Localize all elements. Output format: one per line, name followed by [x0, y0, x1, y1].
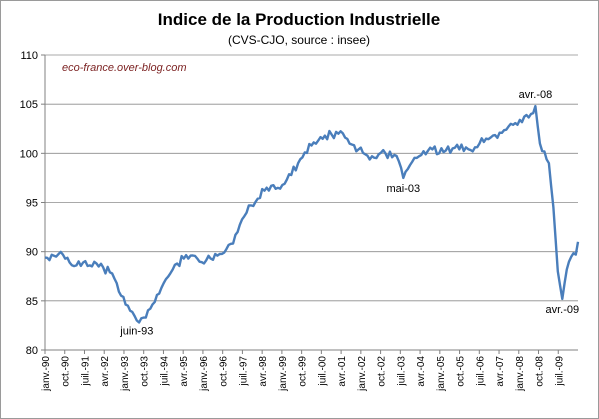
y-axis-ticks: 80 85 90 95 100 105 110: [20, 50, 45, 357]
x-tick-label-11: avr.-98: [258, 356, 269, 387]
x-tick-label-9: oct.-96: [219, 356, 230, 387]
annotation-1: mai-03: [387, 183, 421, 195]
x-tick-label-7: avr.-95: [179, 356, 190, 387]
x-tick-label-16: janv.-02: [357, 356, 368, 392]
x-tick-label-0: janv.-90: [41, 356, 52, 392]
x-tick-label-18: juil.-03: [396, 356, 407, 387]
x-tick-label-17: oct.-02: [377, 356, 388, 387]
x-tick-label-22: juil.-06: [475, 356, 486, 387]
series-line-ipi: [44, 104, 580, 324]
y-tick-label-85: 85: [26, 296, 38, 308]
x-tick-label-24: janv.-08: [515, 356, 526, 392]
x-tick-label-19: avr.-04: [416, 356, 427, 387]
series-layer: [44, 104, 580, 324]
y-tick-label-80: 80: [26, 345, 38, 357]
x-tick-label-8: janv.-96: [199, 356, 210, 392]
chart-title: Indice de la Production Industrielle: [158, 10, 440, 29]
x-tick-label-4: janv.-93: [120, 356, 131, 392]
x-tick-label-1: oct.-90: [61, 356, 72, 387]
y-tick-label-100: 100: [20, 148, 38, 160]
x-tick-label-10: juil.-97: [238, 356, 249, 387]
x-tick-label-13: oct.-99: [298, 356, 309, 387]
annotation-0: juin-93: [119, 326, 153, 338]
y-tick-label-90: 90: [26, 247, 38, 259]
y-tick-label-105: 105: [20, 99, 38, 111]
x-tick-label-26: juil.-09: [554, 356, 565, 387]
x-tick-label-20: janv.-05: [436, 356, 447, 392]
annotation-3: avr.-09: [546, 304, 580, 316]
x-tick-label-23: avr.-07: [495, 356, 506, 387]
watermark-text: eco-france.over-blog.com: [62, 62, 187, 74]
x-tick-label-6: juil.-94: [159, 356, 170, 387]
annotation-2: avr.-08: [519, 89, 553, 101]
x-tick-label-15: avr.-01: [337, 356, 348, 387]
y-tick-label-95: 95: [26, 198, 38, 210]
grid-layer: [44, 54, 578, 351]
x-tick-label-5: oct.-93: [140, 356, 151, 387]
x-axis-ticks: janv.-90 oct.-90 juil.-91 avr.-92 janv.-93 oc…: [41, 350, 565, 392]
x-tick-label-2: juil.-91: [80, 356, 91, 387]
x-tick-label-25: oct.-08: [535, 356, 546, 387]
x-tick-label-12: janv.-99: [278, 356, 289, 392]
x-tick-label-21: oct.-05: [456, 356, 467, 387]
chart-subtitle: (CVS-CJO, source : insee): [228, 33, 370, 47]
x-tick-label-14: juil.-00: [317, 356, 328, 387]
x-tick-label-3: avr.-92: [100, 356, 111, 387]
annotation-layer: juin-93 mai-03 avr.-08 avr.-09: [119, 89, 579, 337]
y-tick-label-110: 110: [20, 50, 38, 62]
